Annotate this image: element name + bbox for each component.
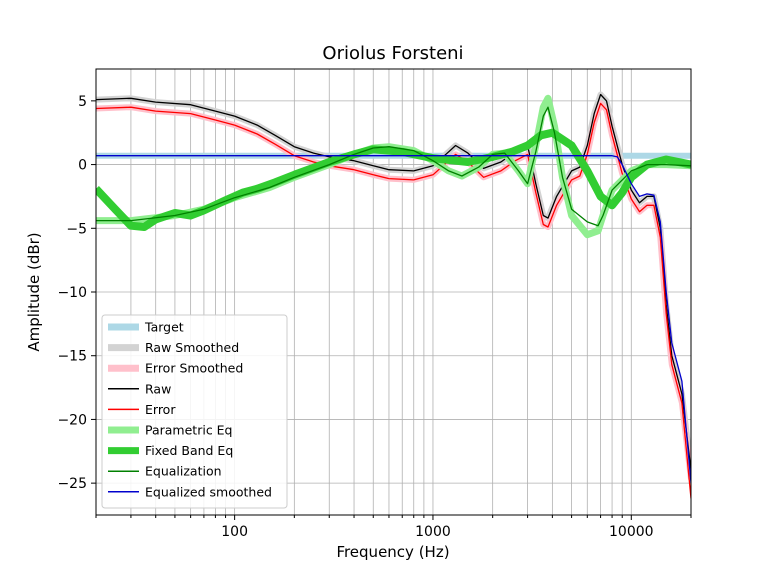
grid-layer bbox=[95, 69, 692, 515]
series-layer bbox=[96, 91, 691, 499]
x-tick-label: 1000 bbox=[415, 524, 451, 540]
legend-label: Raw Smoothed bbox=[145, 340, 239, 355]
legend-box bbox=[101, 314, 288, 509]
x-tick-label: 100 bbox=[221, 524, 248, 540]
y-tick-label: 0 bbox=[78, 158, 87, 174]
y-tick-layer: 5 0 −5 −10 −15 −20 −25 bbox=[57, 94, 96, 492]
x-tick-label: 10000 bbox=[609, 524, 654, 540]
legend-label: Parametric Eq bbox=[145, 423, 233, 438]
y-tick-label: −5 bbox=[66, 221, 87, 237]
series-line-error bbox=[96, 102, 691, 499]
y-tick-label: −20 bbox=[57, 412, 87, 428]
x-tick-layer: 100 1000 10000 bbox=[95, 515, 692, 540]
y-tick-label: −25 bbox=[57, 476, 87, 492]
series-line-equalized-smoothed bbox=[96, 155, 691, 484]
y-tick-label: −10 bbox=[57, 285, 87, 301]
y-tick-label: 5 bbox=[78, 94, 87, 110]
legend-label: Equalization bbox=[145, 464, 222, 479]
chart-title: Oriolus Forsteni bbox=[322, 43, 463, 64]
legend-label: Equalized smoothed bbox=[145, 484, 272, 499]
legend-label: Error bbox=[145, 402, 176, 417]
legend-label: Fixed Band Eq bbox=[145, 443, 233, 458]
series-line-equalization bbox=[96, 106, 691, 227]
x-axis-label: Frequency (Hz) bbox=[336, 543, 449, 561]
y-axis-label: Amplitude (dBr) bbox=[25, 232, 43, 351]
legend-label: Error Smoothed bbox=[145, 361, 243, 376]
legend-label: Raw bbox=[145, 381, 171, 396]
legend-label: Target bbox=[144, 320, 184, 335]
y-tick-label: −15 bbox=[57, 349, 87, 365]
legend: Target Raw Smoothed Error Smoothed Raw Error… bbox=[101, 314, 288, 509]
